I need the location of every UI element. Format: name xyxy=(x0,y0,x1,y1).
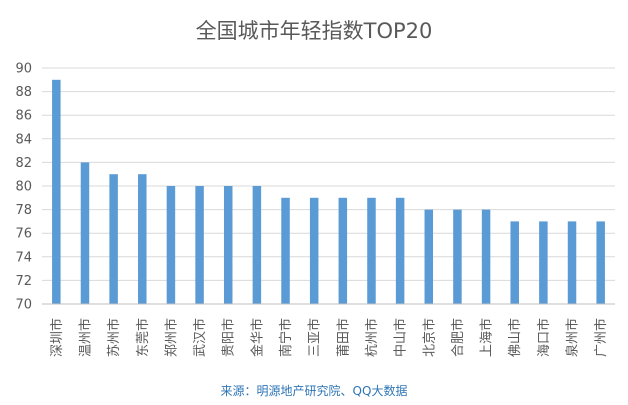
y-tick-label: 84 xyxy=(15,132,32,147)
x-tick-label: 东莞市 xyxy=(135,318,151,357)
chart-title: 全国城市年轻指数TOP20 xyxy=(196,19,433,43)
bar-5 xyxy=(166,186,176,304)
x-tick-label: 佛山市 xyxy=(507,318,523,357)
x-tick-label: 贵阳市 xyxy=(221,318,237,357)
bar-17 xyxy=(510,221,519,304)
x-tick-label: 上海市 xyxy=(479,318,495,357)
bar-15 xyxy=(453,209,462,304)
bars xyxy=(52,79,605,304)
bar-19 xyxy=(567,221,577,304)
y-tick-label: 90 xyxy=(15,62,32,77)
bar-13 xyxy=(395,197,405,304)
x-tick-label: 合肥市 xyxy=(450,318,466,357)
y-tick-label: 76 xyxy=(15,227,32,242)
x-tick-label: 南宁市 xyxy=(278,318,294,357)
bar-3 xyxy=(109,174,118,304)
x-tick-label: 北京市 xyxy=(421,318,437,357)
y-tick-label: 86 xyxy=(15,109,32,124)
x-tick-label: 莆田市 xyxy=(335,318,351,357)
bar-9 xyxy=(281,197,290,304)
y-tick-label: 72 xyxy=(15,274,32,289)
y-tick-label: 82 xyxy=(15,156,32,171)
x-tick-label: 武汉市 xyxy=(192,318,208,357)
bar-1 xyxy=(52,79,61,304)
x-tick-label: 金华市 xyxy=(249,318,265,357)
x-tick-label: 广州市 xyxy=(593,318,609,357)
x-tick-label: 三亚市 xyxy=(307,318,323,357)
bar-14 xyxy=(424,209,434,304)
bar-4 xyxy=(138,174,147,304)
bar-8 xyxy=(252,186,262,304)
bar-10 xyxy=(309,197,319,304)
x-tick-label: 郑州市 xyxy=(163,318,179,357)
bar-16 xyxy=(481,209,491,304)
bar-7 xyxy=(223,186,233,304)
bar-6 xyxy=(195,186,204,304)
x-tick-label: 海口市 xyxy=(536,318,552,357)
x-tick-label: 中山市 xyxy=(393,318,409,357)
x-tick-label: 深圳市 xyxy=(49,318,65,357)
x-tick-label: 杭州市 xyxy=(364,318,380,357)
bar-12 xyxy=(367,197,376,304)
y-axis-ticks: 70 72 74 76 78 80 82 84 86 88 90 xyxy=(15,62,32,313)
x-tick-label: 温州市 xyxy=(77,318,93,357)
y-tick-label: 88 xyxy=(15,85,32,100)
bar-2 xyxy=(80,162,90,304)
x-axis-ticks: 深圳市 温州市 苏州市 东莞市 郑州市 武汉市 贵阳市 金华市 南宁市 三亚市 莆田市 杭州市 中山市北… xyxy=(49,318,609,357)
y-tick-label: 78 xyxy=(15,203,32,218)
y-tick-label: 70 xyxy=(15,298,32,313)
bar-18 xyxy=(539,221,548,304)
y-tick-label: 80 xyxy=(15,180,32,195)
bar-11 xyxy=(338,197,348,304)
bar-20 xyxy=(596,221,605,304)
source-note: 来源：明源地产研究院、QQ大数据 xyxy=(221,383,408,398)
x-tick-label: 苏州市 xyxy=(106,318,122,357)
x-tick-label: 泉州市 xyxy=(565,318,581,357)
y-tick-label: 74 xyxy=(15,250,32,265)
gridlines xyxy=(42,67,615,281)
